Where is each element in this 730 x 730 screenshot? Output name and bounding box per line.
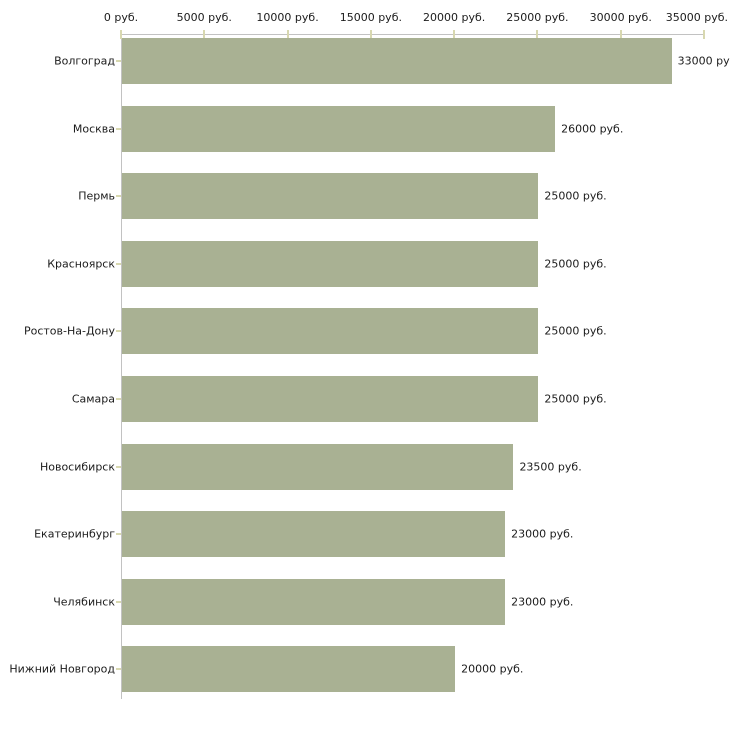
x-axis-tick-label: 10000 руб.	[256, 11, 319, 24]
y-axis-category-label: Волгоград	[54, 54, 115, 68]
x-axis-tick	[120, 30, 122, 39]
bar	[122, 578, 506, 625]
bar	[122, 173, 539, 220]
x-axis-tick-label: 20000 руб.	[423, 11, 486, 24]
x-axis-tick	[619, 30, 622, 39]
x-axis-tick	[703, 30, 705, 39]
bar-value-label: 20000 руб.	[461, 662, 524, 676]
bar-value-label: 25000 руб.	[544, 257, 607, 271]
bar	[122, 308, 539, 355]
x-axis-tick-label: 35000 руб.	[665, 11, 728, 24]
y-axis-tick	[116, 330, 121, 333]
y-axis-tick	[116, 60, 121, 62]
x-axis-tick	[453, 30, 456, 39]
y-axis-tick	[116, 398, 121, 400]
bar-value-label: 25000 руб.	[544, 324, 607, 338]
bar-value-label: 23000 руб.	[511, 595, 574, 609]
x-axis-line	[121, 34, 704, 35]
y-axis-category-label: Пермь	[78, 189, 115, 203]
x-axis-tick	[286, 30, 289, 39]
bar	[122, 443, 514, 490]
y-axis-tick	[116, 533, 121, 536]
bar-value-label: 23000 руб.	[511, 527, 574, 541]
y-axis-category-label: Екатеринбург	[34, 527, 115, 541]
x-axis-tick-label: 25000 руб.	[506, 11, 569, 24]
y-axis-tick	[116, 262, 121, 265]
bar	[122, 240, 539, 287]
x-axis-tick	[203, 30, 206, 39]
y-axis-line	[121, 34, 122, 699]
x-axis-tick-label: 5000 руб.	[176, 11, 232, 24]
x-axis-tick	[536, 30, 539, 39]
bar	[122, 376, 539, 422]
y-axis-category-label: Нижний Новгород	[9, 662, 115, 676]
bar-value-label: 26000 руб.	[561, 122, 624, 136]
bar	[122, 646, 456, 693]
bar	[122, 105, 556, 152]
x-axis-tick-label: 30000 руб.	[589, 11, 652, 24]
bar-value-label: 25000 руб.	[544, 189, 607, 203]
y-axis-category-label: Красноярск	[47, 257, 115, 271]
bar-value-label: 33000 руб	[677, 54, 730, 68]
y-axis-tick	[116, 195, 121, 198]
y-axis-tick	[116, 465, 121, 468]
bar	[122, 38, 672, 84]
y-axis-category-label: Челябинск	[53, 595, 115, 609]
bar	[122, 511, 506, 558]
x-axis-tick	[369, 30, 372, 39]
y-axis-tick	[116, 127, 121, 130]
y-axis-category-label: Самара	[71, 392, 115, 406]
y-axis-category-label: Новосибирск	[39, 460, 115, 474]
bar-value-label: 25000 руб.	[544, 392, 607, 406]
y-axis-tick	[116, 668, 121, 671]
x-axis-tick-label: 0 руб.	[103, 11, 139, 24]
y-axis-tick	[116, 600, 121, 603]
x-axis-tick-label: 15000 руб.	[339, 11, 402, 24]
y-axis-category-label: Ростов-На-Дону	[23, 324, 115, 338]
y-axis-category-label: Москва	[72, 122, 115, 136]
bar-value-label: 23500 руб.	[519, 460, 582, 474]
